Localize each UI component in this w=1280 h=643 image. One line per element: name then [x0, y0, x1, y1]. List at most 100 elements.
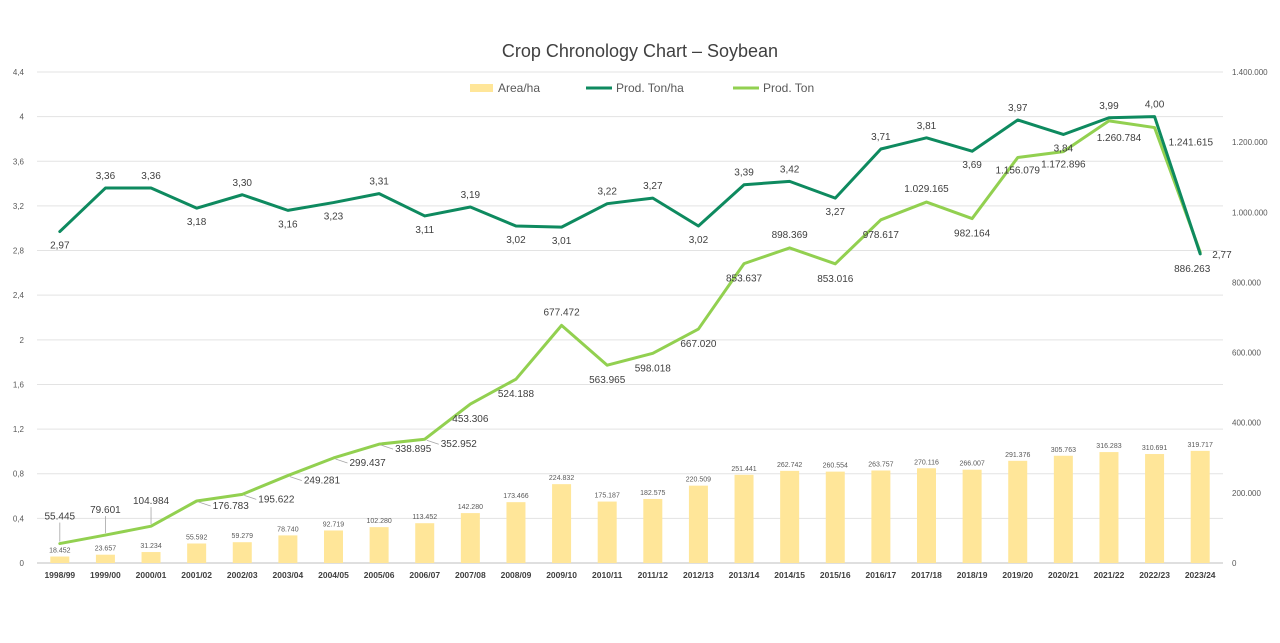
x-axis-label: 2016/17	[866, 570, 897, 580]
area-bar-label: 182.575	[640, 490, 665, 497]
x-axis-label: 2014/15	[774, 570, 805, 580]
prod-ton-ha-label: 3,84	[1054, 143, 1074, 154]
left-axis-tick: 2,8	[13, 247, 25, 256]
x-axis-label: 2023/24	[1185, 570, 1216, 580]
right-axis-tick: 200.000	[1232, 489, 1261, 498]
area-bar-label: 270.116	[914, 459, 939, 466]
label-leader-line	[289, 476, 303, 481]
prod-ton-label: 667.020	[680, 339, 717, 350]
x-axis-label: 2000/01	[136, 570, 167, 580]
area-bar	[688, 485, 708, 563]
x-axis-label: 2008/09	[501, 570, 532, 580]
prod-ton-ha-label: 3,42	[780, 164, 800, 175]
prod-ton-label: 677.472	[543, 307, 580, 318]
prod-ton-ha-label: 3,22	[597, 187, 617, 198]
area-bar-label: 92.719	[323, 521, 345, 528]
x-axis-label: 2012/13	[683, 570, 714, 580]
area-bar	[141, 552, 161, 563]
area-bar	[324, 530, 343, 563]
area-bar	[506, 502, 526, 563]
area-bar-label: 310.691	[1142, 445, 1167, 452]
legend: Area/ha Prod. Ton/ha Prod. Ton	[470, 81, 814, 95]
left-axis-tick: 0,8	[13, 470, 25, 479]
prod-ton-ha-label: 3,99	[1099, 101, 1119, 112]
area-bar	[962, 469, 982, 563]
prod-ton-ha-label: 3,01	[552, 236, 572, 247]
area-bar	[369, 527, 389, 563]
area-bar-label: 260.554	[823, 463, 848, 470]
label-leader-line	[380, 444, 394, 450]
area-bar-label: 291.376	[1005, 452, 1030, 459]
prod-ton-ha-label: 3,97	[1008, 103, 1028, 114]
prod-ton-label: 249.281	[304, 476, 341, 487]
prod-ton-ha-label: 3,02	[506, 235, 526, 246]
prod-ton-ha-label: 3,27	[826, 207, 846, 218]
area-bar-label: 173.466	[503, 493, 528, 500]
area-bar	[734, 474, 754, 563]
series-lines	[58, 115, 1202, 546]
area-bar	[1145, 454, 1165, 563]
area-bar	[95, 554, 115, 563]
area-bar-label: 31.234	[140, 543, 162, 550]
prod-ton-ha-label: 3,36	[141, 171, 161, 182]
prod-ton-ha-label: 3,11	[415, 225, 434, 236]
gridlines	[37, 71, 1223, 564]
left-axis-tick: 1,6	[13, 380, 25, 389]
area-bar-label: 23.657	[95, 546, 117, 553]
left-axis: 0 0,4 0,8 1,2 1,6 2 2,4 2,8 3,2 3,6 4 4,4	[13, 68, 25, 568]
x-axis-label: 2013/14	[729, 570, 760, 580]
x-axis-label: 2019/20	[1002, 570, 1033, 580]
prod-ton-ha-label: 4,00	[1145, 100, 1165, 111]
x-axis-label: 1998/99	[44, 570, 75, 580]
x-axis-label: 2017/18	[911, 570, 942, 580]
prod-ton-ha-label: 3,19	[461, 190, 481, 201]
prod-ton-label: 176.783	[213, 501, 250, 512]
x-axis-label: 2015/16	[820, 570, 851, 580]
area-bar-label: 251.441	[731, 466, 756, 473]
area-bar	[871, 470, 891, 563]
x-axis-label: 2018/19	[957, 570, 988, 580]
right-axis-tick: 600.000	[1232, 349, 1261, 358]
chart-title: Crop Chronology Chart – Soybean	[502, 41, 778, 61]
left-axis-tick: 2	[20, 336, 25, 345]
prod-ton-label: 853.637	[726, 274, 763, 285]
area-bar-label: 263.757	[868, 461, 893, 468]
area-bar-label: 175.187	[595, 493, 620, 500]
right-axis-tick: 400.000	[1232, 419, 1261, 428]
area-bar	[278, 535, 298, 563]
prod-ton-label: 853.016	[817, 274, 854, 285]
label-leader-line	[198, 501, 211, 507]
left-axis-tick: 3,6	[13, 157, 25, 166]
x-axis-label: 2002/03	[227, 570, 258, 580]
area-bars	[50, 450, 1210, 563]
legend-label: Prod. Ton/ha	[616, 81, 684, 95]
prod-ton-label: 1.241.615	[1169, 138, 1214, 149]
area-bar	[50, 556, 70, 563]
left-axis-tick: 4	[20, 113, 25, 122]
left-axis-tick: 1,2	[13, 425, 25, 434]
area-bar	[1008, 460, 1028, 563]
x-axis-label: 1999/00	[90, 570, 121, 580]
right-axis-tick: 1.400.000	[1232, 68, 1268, 77]
area-bar	[460, 513, 480, 563]
left-axis-tick: 4,4	[13, 68, 25, 77]
prod-ton-ha-label: 3,81	[917, 121, 937, 132]
prod-ton-ha-line	[58, 115, 1202, 256]
area-bar-label: 102.280	[366, 518, 391, 525]
prod-ton-label: 55.445	[45, 512, 76, 523]
x-axis-label: 2021/22	[1094, 570, 1125, 580]
leader-lines	[59, 439, 439, 542]
prod-ton-label: 352.952	[441, 439, 478, 450]
area-bar	[1190, 450, 1210, 563]
area-bar-label: 224.832	[549, 475, 574, 482]
right-axis-tick: 800.000	[1232, 278, 1261, 287]
prod-ton-line	[58, 119, 1202, 546]
x-axis-label: 2011/12	[638, 570, 669, 580]
prod-ton-label: 1.156.079	[995, 166, 1040, 177]
prod-ton-ha-label: 3,18	[187, 217, 207, 228]
x-axis-label: 2005/06	[364, 570, 395, 580]
left-axis-tick: 3,2	[13, 202, 25, 211]
prod-ton-ha-label: 3,69	[962, 160, 982, 171]
prod-ton-ha-label: 3,23	[324, 212, 344, 223]
prod-ton-ha-label: 3,31	[369, 177, 389, 188]
